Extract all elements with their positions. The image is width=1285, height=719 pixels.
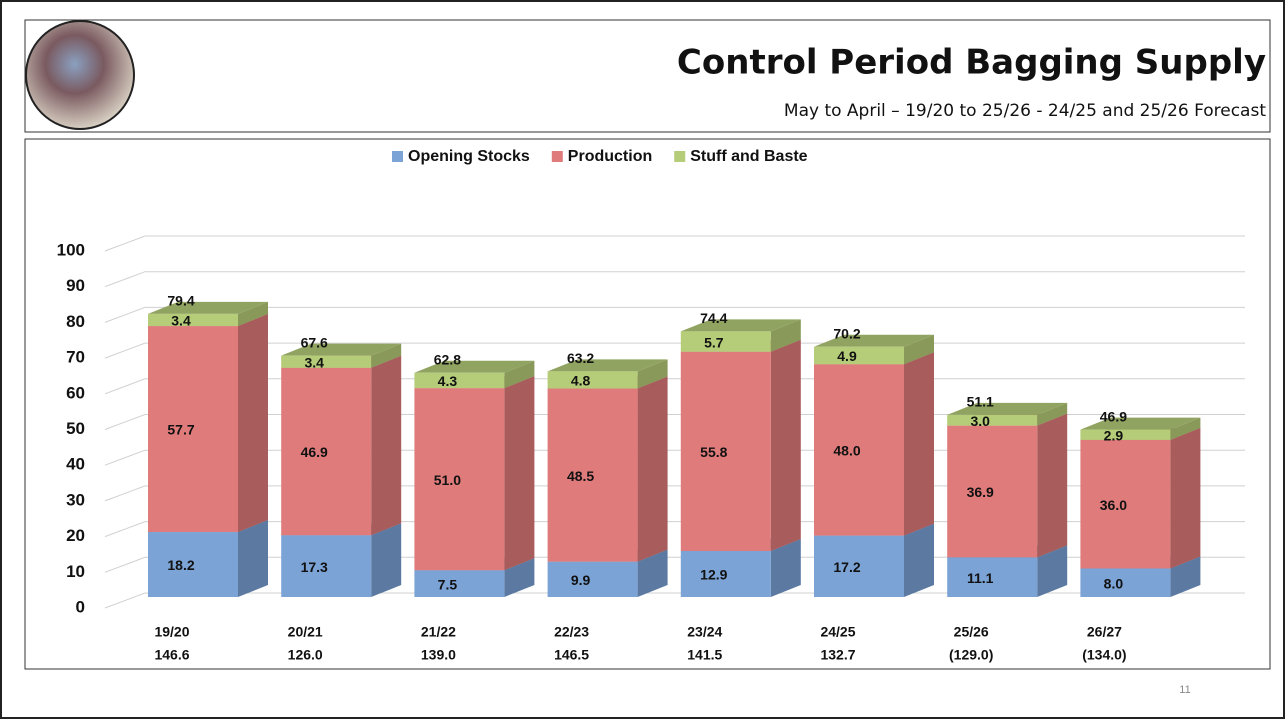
y-tick-label: 50 bbox=[66, 419, 85, 438]
bar-side bbox=[904, 352, 934, 535]
total-label: 62.8 bbox=[434, 352, 461, 368]
total-label: 79.4 bbox=[167, 293, 194, 309]
value-label: 8.0 bbox=[1104, 575, 1124, 591]
bar bbox=[947, 415, 1037, 426]
total-label: 67.6 bbox=[301, 334, 328, 350]
title: Control Period Bagging Supply bbox=[677, 43, 1266, 83]
total-label: 63.2 bbox=[567, 350, 594, 366]
value-label: 3.4 bbox=[171, 313, 191, 329]
value-label: 48.0 bbox=[833, 443, 860, 459]
value-label: 4.8 bbox=[571, 373, 591, 389]
bar bbox=[548, 562, 638, 597]
bar bbox=[814, 347, 904, 364]
bar-side bbox=[1170, 428, 1200, 569]
x-tick-label: 19/20 bbox=[154, 624, 189, 640]
value-label: 5.7 bbox=[704, 334, 724, 350]
total-label: 46.9 bbox=[1100, 408, 1127, 424]
bar bbox=[681, 331, 771, 351]
x-tick-label: 23/24 bbox=[687, 624, 722, 640]
y-tick-label: 80 bbox=[66, 312, 85, 331]
bar-side bbox=[504, 376, 534, 570]
value-label: 17.2 bbox=[833, 559, 860, 575]
x-tick-label: 25/26 bbox=[954, 624, 989, 640]
legend-label: Opening Stocks bbox=[408, 148, 530, 165]
value-label: 51.0 bbox=[434, 472, 461, 488]
bar bbox=[281, 356, 371, 368]
value-label: 9.9 bbox=[571, 572, 591, 588]
x-tick-sublabel: 132.7 bbox=[820, 647, 855, 663]
page-number: 11 bbox=[1179, 684, 1190, 696]
value-label: 18.2 bbox=[167, 557, 194, 573]
value-label: 2.9 bbox=[1104, 427, 1124, 443]
x-tick-sublabel: 146.5 bbox=[554, 647, 589, 663]
legend-swatch bbox=[674, 151, 685, 162]
x-tick-label: 22/23 bbox=[554, 624, 589, 640]
x-tick-label: 21/22 bbox=[421, 624, 456, 640]
slide: Control Period Bagging Supply May to Apr… bbox=[0, 0, 1285, 719]
bar-side bbox=[371, 523, 401, 597]
value-label: 46.9 bbox=[301, 444, 328, 460]
x-tick-sublabel: 146.6 bbox=[154, 647, 189, 663]
subtitle: May to April – 19/20 to 25/26 - 24/25 an… bbox=[784, 101, 1266, 121]
value-label: 7.5 bbox=[438, 576, 458, 592]
y-tick-label: 60 bbox=[66, 383, 85, 402]
x-tick-label: 20/21 bbox=[288, 624, 323, 640]
x-tick-sublabel: 126.0 bbox=[288, 647, 323, 663]
page: Control Period Bagging Supply May to Apr… bbox=[0, 0, 1285, 719]
bar bbox=[414, 570, 504, 597]
bar-side bbox=[638, 377, 668, 562]
value-label: 36.0 bbox=[1100, 497, 1127, 513]
y-tick-label: 10 bbox=[66, 562, 85, 581]
total-label: 74.4 bbox=[700, 310, 727, 326]
x-tick-label: 26/27 bbox=[1087, 624, 1122, 640]
x-tick-sublabel: (134.0) bbox=[1082, 647, 1126, 663]
y-tick-label: 30 bbox=[66, 490, 85, 509]
legend-label: Production bbox=[568, 148, 652, 165]
y-tick-label: 0 bbox=[76, 597, 85, 616]
bar bbox=[1080, 430, 1170, 440]
value-label: 57.7 bbox=[167, 422, 194, 438]
bar bbox=[148, 314, 238, 326]
value-label: 36.9 bbox=[967, 484, 994, 500]
x-tick-sublabel: (129.0) bbox=[949, 647, 993, 663]
total-label: 70.2 bbox=[833, 325, 860, 341]
value-label: 3.4 bbox=[304, 354, 324, 370]
x-tick-sublabel: 139.0 bbox=[421, 647, 456, 663]
x-tick-sublabel: 141.5 bbox=[687, 647, 722, 663]
legend-swatch bbox=[552, 151, 563, 162]
value-label: 17.3 bbox=[301, 559, 328, 575]
y-tick-label: 40 bbox=[66, 455, 85, 474]
value-label: 48.5 bbox=[567, 468, 594, 484]
bar bbox=[414, 373, 504, 388]
legend-swatch bbox=[392, 151, 403, 162]
x-tick-label: 24/25 bbox=[820, 624, 855, 640]
bar bbox=[548, 371, 638, 388]
bar bbox=[1080, 568, 1170, 597]
bar-side bbox=[904, 524, 934, 597]
value-label: 4.9 bbox=[837, 348, 857, 364]
total-label: 51.1 bbox=[967, 394, 994, 410]
value-label: 3.0 bbox=[970, 413, 990, 429]
logo bbox=[26, 21, 134, 129]
bar-side bbox=[1037, 414, 1067, 558]
value-label: 12.9 bbox=[700, 567, 727, 583]
bar-side bbox=[771, 340, 801, 551]
bar-side bbox=[238, 314, 268, 532]
bar-side bbox=[371, 356, 401, 535]
y-tick-label: 20 bbox=[66, 526, 85, 545]
y-tick-label: 70 bbox=[66, 348, 85, 367]
y-tick-label: 100 bbox=[57, 240, 85, 259]
y-tick-label: 90 bbox=[66, 276, 85, 295]
value-label: 4.3 bbox=[438, 373, 458, 389]
value-label: 11.1 bbox=[967, 570, 994, 586]
legend-label: Stuff and Baste bbox=[690, 148, 807, 165]
bar-side bbox=[238, 520, 268, 597]
value-label: 55.8 bbox=[700, 444, 727, 460]
